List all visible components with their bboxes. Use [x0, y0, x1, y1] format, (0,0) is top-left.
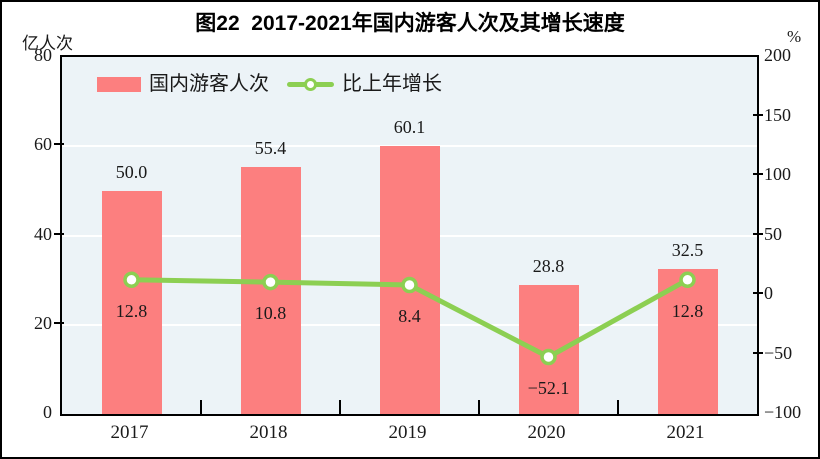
bar-2018 [240, 166, 301, 414]
x-axis-tick [617, 400, 619, 414]
plot-area: 国内游客人次 比上年增长 50.0 55.4 60.1 28.8 32.5 12.8 10.… [60, 55, 759, 416]
right-axis-tick [753, 292, 763, 294]
y-left-tick-label: 40 [34, 223, 52, 244]
y-right-tick-label: 100 [764, 164, 791, 184]
y-left-tick-label: 80 [34, 45, 52, 65]
x-category-label: 2018 [249, 422, 288, 443]
right-axis-tick [753, 173, 763, 175]
left-axis-tick [54, 321, 64, 324]
x-category-label: 2017 [110, 422, 149, 443]
y-right-tick-label: 150 [764, 104, 791, 125]
trend-marker [540, 348, 557, 366]
growth-value-label: 10.8 [254, 303, 287, 324]
legend-line-label: 比上年增长 [342, 73, 442, 95]
growth-value-label: 12.8 [671, 300, 704, 321]
bar-value-label: 32.5 [671, 239, 704, 260]
legend-bar-swatch [97, 76, 141, 92]
bar-value-label: 28.8 [532, 256, 565, 277]
right-axis-tick [753, 232, 763, 235]
y-left-tick-label: 20 [34, 312, 52, 333]
left-axis-tick [54, 143, 64, 146]
x-axis-tick [339, 400, 341, 414]
legend-bar-label: 国内游客人次 [149, 73, 269, 95]
right-axis-tick [753, 113, 763, 116]
trend-marker [262, 273, 279, 291]
bar-value-label: 55.4 [254, 137, 287, 158]
x-category-label: 2020 [527, 422, 566, 443]
y-right-tick-label: 0 [764, 283, 773, 303]
x-category-label: 2019 [388, 422, 427, 443]
growth-value-label: −52.1 [527, 377, 570, 398]
right-axis-tick [753, 351, 763, 354]
chart-title: 图22 2017-2021年国内游客人次及其增长速度 [195, 12, 625, 35]
right-axis-unit: % [787, 27, 802, 46]
bar-value-label: 60.1 [393, 116, 426, 137]
y-right-tick-label: 50 [764, 223, 782, 244]
bar-2017 [101, 190, 162, 414]
trend-line-layer [123, 271, 696, 366]
x-category-label: 2021 [666, 422, 705, 443]
y-left-tick-label: 0 [43, 402, 52, 422]
trend-marker [679, 271, 696, 289]
y-left-tick-label: 60 [34, 134, 52, 155]
legend-line-marker [304, 77, 317, 91]
left-axis-unit: 亿人次 [22, 34, 73, 53]
x-axis-tick [478, 400, 480, 414]
trend-marker [401, 276, 418, 294]
left-axis-tick [54, 232, 64, 235]
y-right-tick-label: −50 [764, 342, 793, 363]
x-axis-tick [200, 400, 202, 414]
growth-value-label: 12.8 [115, 300, 148, 321]
legend: 国内游客人次 比上年增长 [97, 71, 442, 97]
trend-marker [123, 271, 140, 289]
legend-line-swatch [287, 77, 334, 92]
y-right-tick-label: −100 [764, 402, 802, 422]
growth-value-label: 8.4 [398, 306, 421, 326]
bar-value-label: 50.0 [115, 161, 148, 182]
y-right-tick-label: 200 [764, 45, 791, 65]
